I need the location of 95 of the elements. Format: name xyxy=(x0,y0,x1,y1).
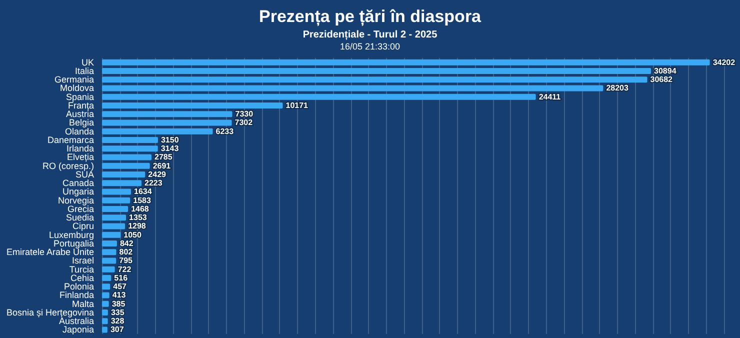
data-label: 1634 xyxy=(134,187,152,196)
y-tick-label: Canada xyxy=(62,178,94,188)
bar xyxy=(102,266,115,272)
bar xyxy=(102,240,117,246)
data-label: 413 xyxy=(112,290,126,300)
y-tick-label: Irlanda xyxy=(66,144,94,154)
bar xyxy=(102,146,158,152)
data-label: 307 xyxy=(110,325,124,334)
y-tick-label: Spania xyxy=(66,92,94,102)
data-label: 516 xyxy=(114,273,128,282)
bar xyxy=(102,188,132,195)
y-tick-label: Bosnia și Herțegovina xyxy=(6,307,94,318)
bar xyxy=(102,102,283,108)
bar xyxy=(102,76,648,83)
data-label: 722 xyxy=(118,264,132,274)
data-label: 2223 xyxy=(144,178,163,188)
bar xyxy=(102,318,108,324)
bar xyxy=(102,171,146,178)
chart-subtitle: Prezidențiale - Turul 2 - 2025 xyxy=(302,30,438,40)
bar xyxy=(102,206,128,212)
y-tick-label: Danemarca xyxy=(47,134,94,145)
y-tick-label: RO (coresp.) xyxy=(42,160,94,171)
bar xyxy=(102,68,652,74)
bar xyxy=(102,162,150,169)
data-label: 1298 xyxy=(128,222,146,231)
bar xyxy=(102,232,121,238)
y-tick-label: Ungaria xyxy=(62,186,94,197)
bar xyxy=(102,136,158,143)
y-tick-label: Luxemburg xyxy=(48,230,94,240)
data-label: 28203 xyxy=(606,84,630,93)
data-label: 335 xyxy=(110,308,125,317)
data-label: 7302 xyxy=(234,118,254,128)
data-label: 10171 xyxy=(286,100,309,110)
data-label: 795 xyxy=(119,256,134,266)
data-label: 2691 xyxy=(152,161,172,170)
data-label: 3150 xyxy=(160,135,180,144)
text: 16/05 21:33:00 xyxy=(340,42,400,52)
data-label: 34202 xyxy=(712,58,736,67)
data-label: 24411 xyxy=(538,92,562,102)
y-tick-label: Finlanda xyxy=(59,290,94,300)
bar xyxy=(102,309,108,316)
y-tick-label: Israel xyxy=(72,256,94,266)
y-tick-label: Japonia xyxy=(62,324,94,335)
data-label: 1583 xyxy=(133,196,152,205)
data-label: 385 xyxy=(112,299,126,308)
y-tick-label: Moldova xyxy=(60,83,94,94)
data-label: 457 xyxy=(113,282,128,292)
bar xyxy=(102,284,110,290)
data-label: 1468 xyxy=(131,204,150,214)
data-label: 842 xyxy=(120,238,134,248)
y-tick-label: Cipru xyxy=(72,221,94,232)
data-label: 2785 xyxy=(154,152,173,162)
y-tick-label: UK xyxy=(81,57,94,68)
y-tick-label: Cehia xyxy=(70,272,94,283)
bar xyxy=(102,180,142,186)
data-label: 2429 xyxy=(148,170,167,179)
y-tick-label: Turcia xyxy=(69,264,94,274)
y-tick-label: Elveția xyxy=(66,152,94,162)
data-label: 30894 xyxy=(654,66,677,76)
bar xyxy=(102,128,213,134)
data-label: 1353 xyxy=(129,213,148,222)
data-label: 7330 xyxy=(235,110,254,119)
y-tick-label: Austria xyxy=(66,109,94,120)
y-tick-label: Italia xyxy=(74,66,94,76)
bar xyxy=(102,94,536,100)
bar xyxy=(102,85,604,92)
bar xyxy=(102,223,126,230)
bar xyxy=(102,214,126,221)
bar xyxy=(102,292,110,298)
bar xyxy=(102,111,232,118)
data-label: 6233 xyxy=(216,126,234,136)
chart-title: Prezența pe țări în diaspora xyxy=(258,7,482,26)
y-tick-label: Emiratele Arabe Unite xyxy=(6,247,94,258)
y-tick-label: Norvegia xyxy=(58,195,94,206)
bar xyxy=(102,326,108,333)
bar xyxy=(102,249,116,256)
y-tick-label: Germania xyxy=(54,74,94,85)
data-label: 3143 xyxy=(160,144,180,154)
bar xyxy=(102,274,112,281)
bar xyxy=(102,258,116,264)
data-label: 328 xyxy=(110,316,125,326)
data-label: 802 xyxy=(119,248,134,257)
y-tick-label: Malta xyxy=(72,298,94,309)
bar xyxy=(102,59,710,66)
bar xyxy=(102,300,109,307)
y-tick-label: Suedia xyxy=(66,212,94,223)
y-tick-label: Polonia xyxy=(64,282,94,292)
y-tick-label: Olanda xyxy=(64,126,94,136)
bar xyxy=(102,197,130,204)
y-tick-label: Australia xyxy=(58,316,94,326)
y-tick-label: Belgia xyxy=(68,118,94,128)
bar xyxy=(102,154,152,160)
bar xyxy=(102,120,232,126)
data-label: 1050 xyxy=(124,230,142,240)
data-label: 30682 xyxy=(650,75,674,84)
